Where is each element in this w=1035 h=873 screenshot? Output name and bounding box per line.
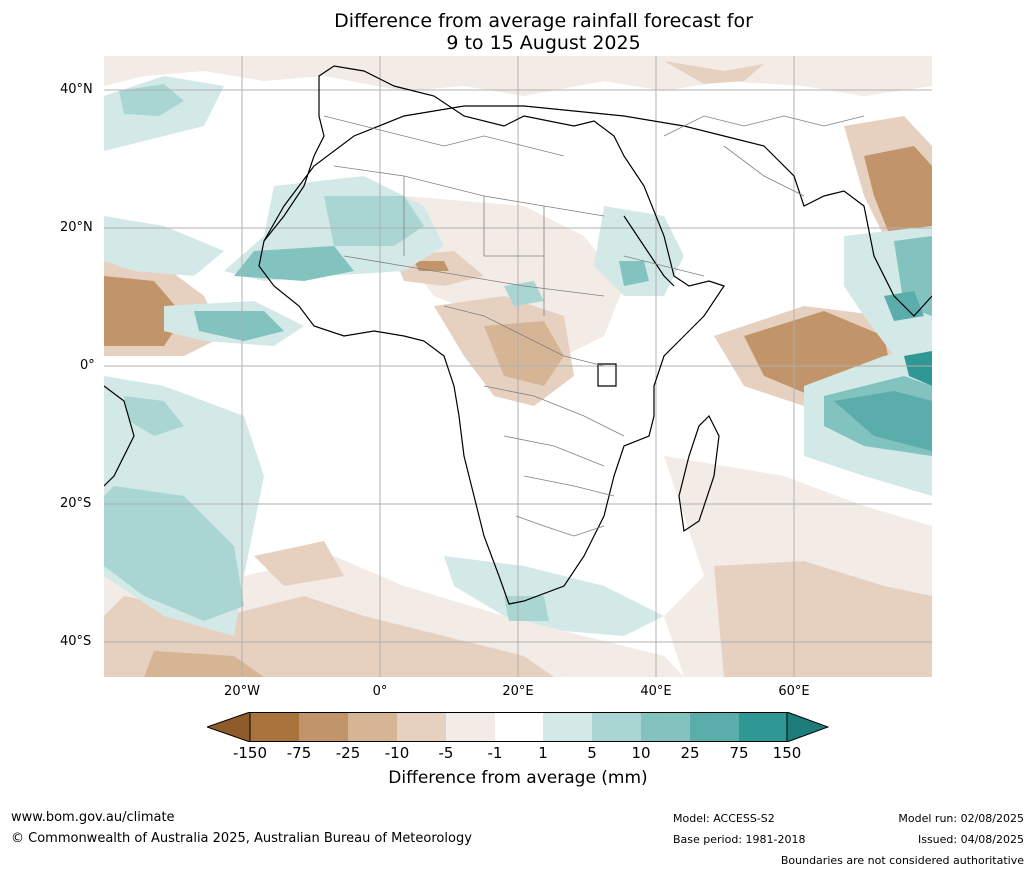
colorbar-tick: 25 — [680, 744, 700, 762]
footer-issued: Issued: 04/08/2025 — [917, 833, 1024, 846]
colorbar-swatch — [348, 712, 397, 742]
lat-label-40n: 40°N — [60, 82, 93, 97]
map-canvas — [104, 56, 932, 677]
colorbar-tick: -1 — [487, 744, 503, 762]
colorbar-swatch — [543, 712, 592, 742]
footer-base-period: Base period: 1981-2018 — [673, 833, 806, 846]
colorbar-tick: 10 — [631, 744, 651, 762]
footer-model: Model: ACCESS-S2 — [673, 812, 775, 825]
colorbar-tick: -25 — [335, 744, 361, 762]
lon-label-60e: 60°E — [778, 684, 810, 699]
footer-model-run: Model run: 02/08/2025 — [898, 812, 1024, 825]
rainfall-anomaly-map — [104, 56, 932, 677]
colorbar-swatch — [446, 712, 495, 742]
lat-label-20s: 20°S — [60, 496, 92, 511]
colorbar-swatch — [250, 712, 299, 742]
colorbar-swatch — [495, 712, 543, 742]
lon-label-40e: 40°E — [640, 684, 672, 699]
lon-label-20e: 20°E — [502, 684, 534, 699]
lat-label-equator: 0° — [80, 358, 95, 373]
lat-label-20n: 20°N — [60, 220, 93, 235]
wet-anomaly-areas — [104, 76, 932, 636]
colorbar-swatch — [641, 712, 690, 742]
title-line-2: 9 to 15 August 2025 — [446, 32, 641, 54]
colorbar-extend-high — [786, 712, 829, 742]
title-line-1: Difference from average rainfall forecas… — [334, 10, 753, 32]
colorbar-title: Difference from average (mm) — [388, 768, 648, 788]
lon-label-20w: 20°W — [224, 684, 260, 699]
colorbar-tick: 5 — [587, 744, 597, 762]
lon-label-0: 0° — [372, 684, 388, 699]
map-title: Difference from average rainfall forecas… — [0, 10, 1035, 54]
country-borders — [323, 115, 865, 537]
footer-url[interactable]: www.bom.gov.au/climate — [11, 810, 175, 825]
footer-copyright: © Commonwealth of Australia 2025, Austra… — [11, 831, 472, 846]
colorbar-tick: 1 — [538, 744, 548, 762]
colorbar-swatch — [299, 712, 348, 742]
lat-label-40s: 40°S — [60, 634, 92, 649]
colorbar-tick: -10 — [384, 744, 410, 762]
colorbar-tick: -75 — [286, 744, 312, 762]
colorbar-extend-low — [207, 712, 251, 742]
colorbar-swatch — [592, 712, 641, 742]
colorbar-swatch — [690, 712, 739, 742]
colorbar — [207, 712, 829, 742]
coastlines — [104, 65, 932, 605]
colorbar-tick: 150 — [772, 744, 802, 762]
colorbar-tick: 75 — [729, 744, 749, 762]
footer-disclaimer: Boundaries are not considered authoritat… — [780, 854, 1024, 867]
colorbar-tick: -150 — [232, 744, 268, 762]
map-gridlines — [104, 56, 932, 677]
colorbar-swatch — [739, 712, 787, 742]
colorbar-tick: -5 — [438, 744, 454, 762]
colorbar-swatch — [397, 712, 446, 742]
